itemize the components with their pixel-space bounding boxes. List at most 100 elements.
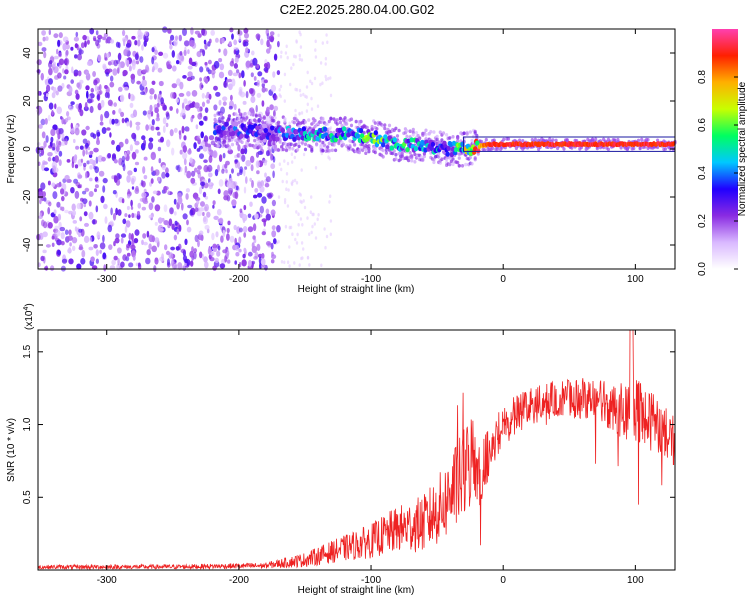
colorbar-tick-label: 0.6 [697, 118, 708, 132]
noise-point [208, 172, 213, 178]
signal-point [364, 147, 368, 151]
noise-point [121, 117, 125, 124]
noise-point [61, 195, 65, 202]
noise-point [194, 30, 200, 35]
noise-point [89, 177, 93, 182]
signal-point [521, 139, 525, 143]
noise-point [234, 57, 239, 63]
noise-point [250, 164, 254, 172]
noise-point [61, 258, 68, 264]
signal-point [262, 123, 267, 129]
noise-point [324, 56, 328, 61]
noise-point [47, 114, 51, 122]
noise-point [199, 207, 205, 212]
noise-point [309, 210, 312, 214]
signal-point [338, 116, 342, 121]
noise-point [60, 188, 65, 195]
noise-point [129, 102, 134, 109]
noise-point [151, 80, 156, 86]
noise-point [124, 213, 128, 218]
noise-point [299, 217, 303, 221]
noise-point [163, 185, 168, 194]
noise-point [229, 27, 234, 33]
noise-point [203, 39, 207, 45]
noise-point [302, 92, 305, 97]
noise-point [80, 258, 86, 265]
signal-point [276, 148, 281, 152]
noise-point [125, 220, 131, 228]
signal-point [359, 119, 363, 124]
noise-point [298, 192, 301, 196]
noise-point [291, 160, 294, 164]
noise-point [64, 58, 68, 64]
noise-point [179, 149, 183, 155]
signal-point [259, 139, 263, 144]
noise-point [250, 88, 256, 97]
noise-point [186, 226, 192, 233]
noise-point [196, 51, 202, 58]
noise-point [151, 56, 155, 65]
noise-point [231, 168, 234, 174]
signal-point [446, 145, 451, 151]
colorbar-tick-label: 0.4 [697, 166, 708, 180]
noise-point [111, 259, 116, 266]
noise-point [249, 107, 255, 114]
signal-point [646, 138, 650, 142]
noise-point [151, 196, 155, 203]
noise-point [221, 37, 225, 44]
noise-point [208, 145, 212, 152]
noise-point [48, 78, 53, 85]
signal-point [410, 158, 414, 163]
noise-point [52, 165, 56, 174]
signal-point [230, 130, 236, 137]
noise-point [207, 164, 213, 172]
noise-point [196, 135, 201, 140]
noise-point [142, 69, 148, 73]
noise-point [187, 71, 193, 78]
noise-point [148, 243, 152, 250]
noise-point [183, 158, 187, 166]
noise-point [70, 122, 74, 129]
signal-point [456, 160, 460, 165]
noise-point [153, 62, 159, 70]
noise-point [183, 135, 187, 141]
noise-point [101, 127, 107, 134]
signal-point [445, 133, 449, 137]
noise-point [39, 198, 42, 205]
noise-point [204, 203, 210, 212]
signal-point [322, 126, 328, 132]
signal-point [349, 117, 354, 121]
noise-point [151, 235, 155, 243]
signal-point [278, 134, 282, 138]
noise-point [285, 180, 288, 184]
noise-point [99, 242, 106, 250]
signal-point [518, 138, 522, 143]
noise-point [306, 102, 309, 107]
noise-point [312, 212, 315, 217]
noise-point [329, 194, 332, 198]
noise-point [218, 99, 222, 106]
noise-point [50, 136, 54, 143]
signal-point [383, 123, 387, 127]
noise-point [75, 93, 80, 100]
noise-point [257, 181, 262, 189]
signal-point [332, 143, 336, 147]
noise-point [314, 39, 317, 44]
noise-point [259, 262, 262, 270]
signal-point [445, 151, 450, 157]
noise-point [215, 91, 221, 97]
noise-point [216, 250, 221, 257]
signal-point [297, 124, 301, 129]
noise-point [198, 186, 203, 195]
signal-point [533, 137, 538, 142]
noise-point [209, 181, 212, 186]
noise-point [154, 169, 160, 176]
y-tick-label: -40 [22, 237, 33, 252]
noise-point [183, 98, 188, 104]
noise-point [80, 42, 85, 49]
noise-point [212, 243, 217, 249]
signal-point [422, 154, 426, 159]
signal-point [476, 148, 481, 154]
signal-point [227, 114, 231, 118]
noise-point [57, 132, 61, 140]
